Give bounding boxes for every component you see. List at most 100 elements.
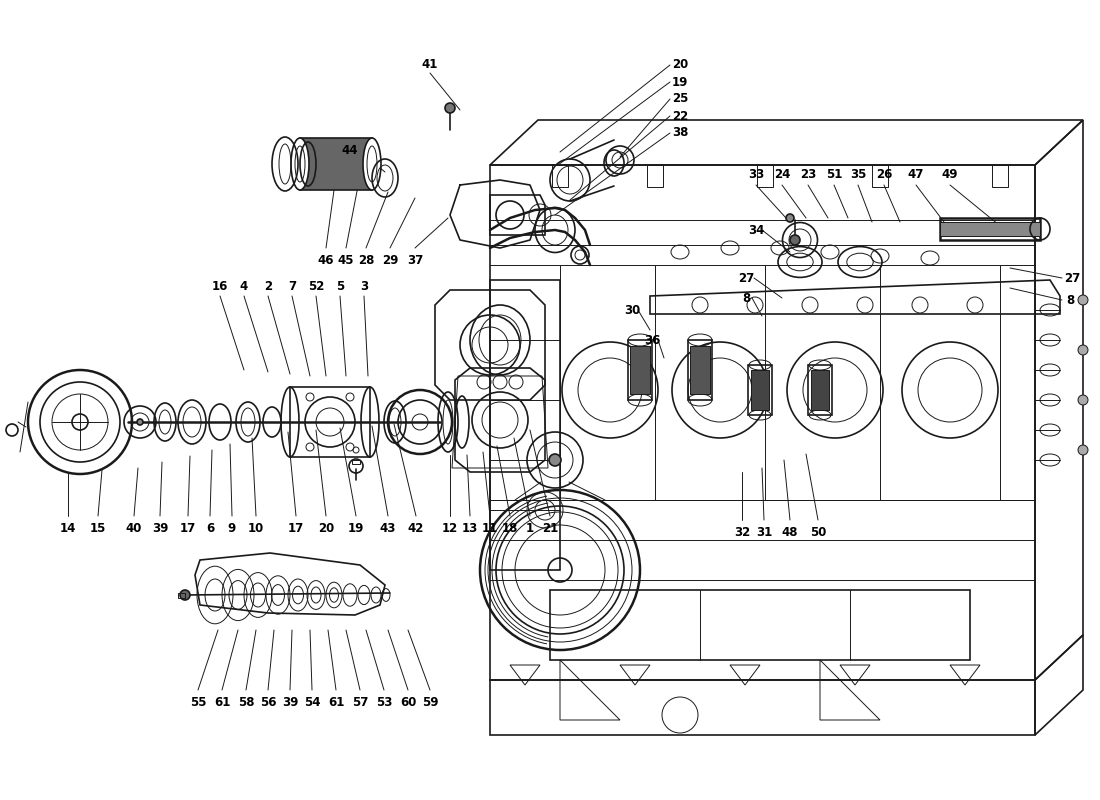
Bar (757, 165, 773, 187)
Text: 39: 39 (152, 522, 168, 534)
Polygon shape (450, 180, 540, 248)
Circle shape (180, 590, 190, 600)
Bar (751, 370, 769, 410)
Bar (811, 370, 829, 410)
Circle shape (1078, 445, 1088, 455)
Text: 47: 47 (908, 169, 924, 182)
Text: 18: 18 (502, 522, 518, 534)
Text: 21: 21 (542, 522, 558, 534)
Text: 36: 36 (644, 334, 660, 346)
Circle shape (786, 214, 794, 222)
Text: 44: 44 (342, 143, 359, 157)
Text: 8: 8 (741, 291, 750, 305)
Bar (647, 165, 663, 187)
Text: 52: 52 (308, 279, 324, 293)
Text: 43: 43 (379, 522, 396, 534)
Text: 8: 8 (1066, 294, 1074, 306)
Bar (992, 165, 1008, 187)
Bar (690, 346, 710, 394)
Text: 28: 28 (358, 254, 374, 266)
Circle shape (549, 454, 561, 466)
Bar (178, 593, 185, 598)
Bar (300, 138, 372, 190)
Text: 61: 61 (328, 695, 344, 709)
Text: 9: 9 (228, 522, 236, 534)
Text: 2: 2 (264, 279, 272, 293)
Text: 10: 10 (248, 522, 264, 534)
Circle shape (138, 419, 143, 425)
Text: 32: 32 (734, 526, 750, 538)
Circle shape (446, 103, 455, 113)
Text: 53: 53 (376, 695, 393, 709)
Text: 19: 19 (348, 522, 364, 534)
Text: 5: 5 (336, 279, 344, 293)
Text: 19: 19 (672, 75, 689, 89)
Text: 26: 26 (876, 169, 892, 182)
Circle shape (790, 235, 800, 245)
Text: 29: 29 (382, 254, 398, 266)
Text: 13: 13 (462, 522, 478, 534)
Text: 50: 50 (810, 526, 826, 538)
Text: 30: 30 (624, 303, 640, 317)
Bar (352, 460, 360, 464)
Text: 16: 16 (212, 279, 228, 293)
Text: 7: 7 (288, 279, 296, 293)
Text: 38: 38 (672, 126, 689, 139)
Text: 24: 24 (773, 169, 790, 182)
Text: 22: 22 (672, 110, 689, 122)
Text: 37: 37 (407, 254, 424, 266)
Text: 35: 35 (850, 169, 866, 182)
Text: 15: 15 (90, 522, 107, 534)
Text: 54: 54 (304, 695, 320, 709)
Bar (748, 365, 772, 415)
Bar (628, 340, 652, 400)
Ellipse shape (363, 138, 381, 190)
Text: 11: 11 (482, 522, 498, 534)
Text: 34: 34 (748, 223, 764, 237)
Text: 27: 27 (1064, 271, 1080, 285)
Text: 17: 17 (180, 522, 196, 534)
Text: 33: 33 (748, 169, 764, 182)
Text: 23: 23 (800, 169, 816, 182)
Bar (940, 218, 1040, 240)
Text: 60: 60 (399, 695, 416, 709)
Text: 14: 14 (59, 522, 76, 534)
Text: 49: 49 (942, 169, 958, 182)
Text: 48: 48 (782, 526, 799, 538)
Bar (290, 387, 370, 457)
Text: 42: 42 (408, 522, 425, 534)
Text: 59: 59 (421, 695, 438, 709)
Text: 17: 17 (288, 522, 304, 534)
Circle shape (1078, 345, 1088, 355)
Text: 51: 51 (826, 169, 843, 182)
Ellipse shape (292, 138, 309, 190)
Text: 40: 40 (125, 522, 142, 534)
Bar (688, 340, 712, 400)
Bar (550, 590, 970, 660)
Bar (872, 165, 888, 187)
Text: 20: 20 (318, 522, 334, 534)
Bar (630, 346, 650, 394)
Text: 46: 46 (318, 254, 334, 266)
Text: 1: 1 (526, 522, 535, 534)
Text: 56: 56 (260, 695, 276, 709)
Bar (552, 165, 568, 187)
Text: 45: 45 (338, 254, 354, 266)
Text: 25: 25 (672, 93, 689, 106)
Bar (940, 222, 1040, 236)
Circle shape (1078, 295, 1088, 305)
Text: 4: 4 (240, 279, 249, 293)
Circle shape (1078, 395, 1088, 405)
Text: 55: 55 (189, 695, 207, 709)
Text: 58: 58 (238, 695, 254, 709)
Text: 41: 41 (421, 58, 438, 71)
Text: 31: 31 (756, 526, 772, 538)
Text: 6: 6 (206, 522, 214, 534)
Text: 12: 12 (442, 522, 458, 534)
Text: 57: 57 (352, 695, 368, 709)
Text: 20: 20 (672, 58, 689, 71)
Text: 3: 3 (360, 279, 368, 293)
Bar (808, 365, 832, 415)
Text: 39: 39 (282, 695, 298, 709)
Text: 61: 61 (213, 695, 230, 709)
